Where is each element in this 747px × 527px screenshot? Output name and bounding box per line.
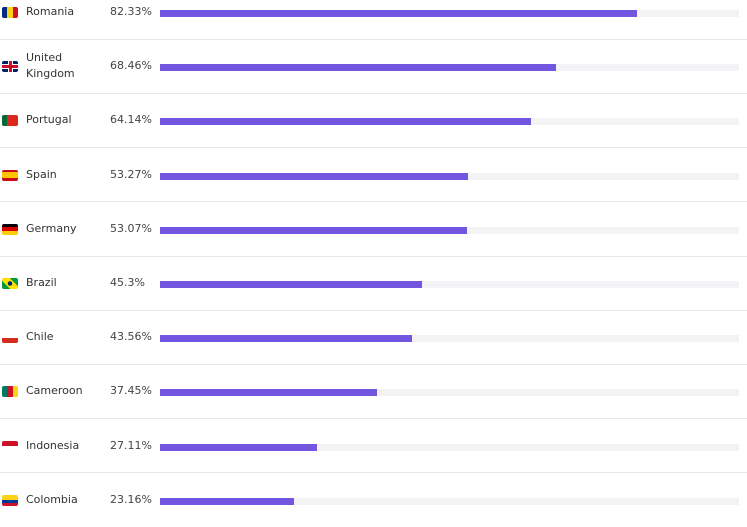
row-separator bbox=[0, 255, 747, 257]
bar-track bbox=[160, 443, 739, 451]
percent-label: 27.11% bbox=[110, 438, 152, 452]
flag-icon bbox=[2, 7, 18, 18]
country-name: Cameroon bbox=[26, 384, 83, 398]
bar bbox=[160, 226, 468, 234]
country-name: Chile bbox=[26, 330, 54, 344]
flag-icon bbox=[2, 494, 18, 506]
country-row: Cameroon 37.45% bbox=[0, 364, 747, 418]
percent-label: 37.45% bbox=[110, 384, 152, 398]
flag-icon bbox=[2, 440, 18, 452]
country-name: Romania bbox=[26, 5, 75, 18]
flag-icon bbox=[2, 169, 18, 181]
country-name: Colombia bbox=[26, 492, 78, 506]
bar bbox=[160, 10, 637, 17]
bar-track bbox=[160, 389, 739, 397]
country-row: Spain 53.27% bbox=[0, 148, 747, 202]
percent-label: 45.3% bbox=[110, 276, 145, 289]
flag-icon bbox=[2, 332, 18, 344]
bar-track bbox=[160, 118, 739, 126]
country-row: Portugal 64.14% bbox=[0, 93, 747, 147]
bar bbox=[160, 118, 532, 126]
flag-icon bbox=[2, 386, 18, 398]
row-separator bbox=[0, 147, 747, 149]
row-separator bbox=[0, 472, 747, 474]
bar-track bbox=[160, 172, 739, 180]
bar bbox=[160, 335, 413, 343]
percent-label: 68.46% bbox=[110, 59, 152, 73]
country-name: Spain bbox=[26, 167, 57, 181]
bar-track bbox=[160, 226, 739, 234]
percent-label: 82.33% bbox=[110, 5, 152, 18]
flag-icon bbox=[2, 223, 18, 235]
bar bbox=[160, 64, 557, 72]
country-name: Germany bbox=[26, 221, 77, 235]
row-separator bbox=[0, 92, 747, 94]
bar bbox=[160, 497, 295, 505]
bar bbox=[160, 443, 317, 451]
bar bbox=[160, 281, 423, 288]
flag-icon bbox=[2, 278, 18, 289]
percent-label: 53.27% bbox=[110, 167, 152, 181]
percent-label: 64.14% bbox=[110, 113, 152, 127]
country-row: Brazil 45.3% bbox=[0, 256, 747, 310]
bar-track bbox=[160, 10, 739, 17]
country-row: United Kingdom 68.46% bbox=[0, 39, 747, 93]
country-row: Romania 82.33% bbox=[0, 0, 747, 39]
country-name: Indonesia bbox=[26, 438, 80, 452]
bar-track bbox=[160, 497, 739, 505]
bar-track bbox=[160, 281, 739, 288]
row-separator bbox=[0, 201, 747, 203]
flag-icon bbox=[2, 115, 18, 127]
percent-label: 23.16% bbox=[110, 492, 152, 506]
country-name: Portugal bbox=[26, 113, 72, 127]
bar-track bbox=[160, 335, 739, 343]
country-name: United Kingdom bbox=[26, 51, 75, 81]
bar bbox=[160, 172, 469, 180]
country-row: Colombia 23.16% bbox=[0, 473, 747, 527]
percent-label: 53.07% bbox=[110, 221, 152, 235]
flag-icon bbox=[2, 61, 18, 73]
country-name: Brazil bbox=[26, 276, 57, 289]
country-row: Germany 53.07% bbox=[0, 202, 747, 256]
bar bbox=[160, 389, 377, 397]
country-row: Chile 43.56% bbox=[0, 310, 747, 364]
row-separator bbox=[0, 363, 747, 365]
bar-track bbox=[160, 64, 739, 72]
percent-label: 43.56% bbox=[110, 330, 152, 344]
row-separator bbox=[0, 38, 747, 40]
country-row: Indonesia 27.11% bbox=[0, 419, 747, 473]
row-separator bbox=[0, 309, 747, 311]
row-separator bbox=[0, 418, 747, 420]
